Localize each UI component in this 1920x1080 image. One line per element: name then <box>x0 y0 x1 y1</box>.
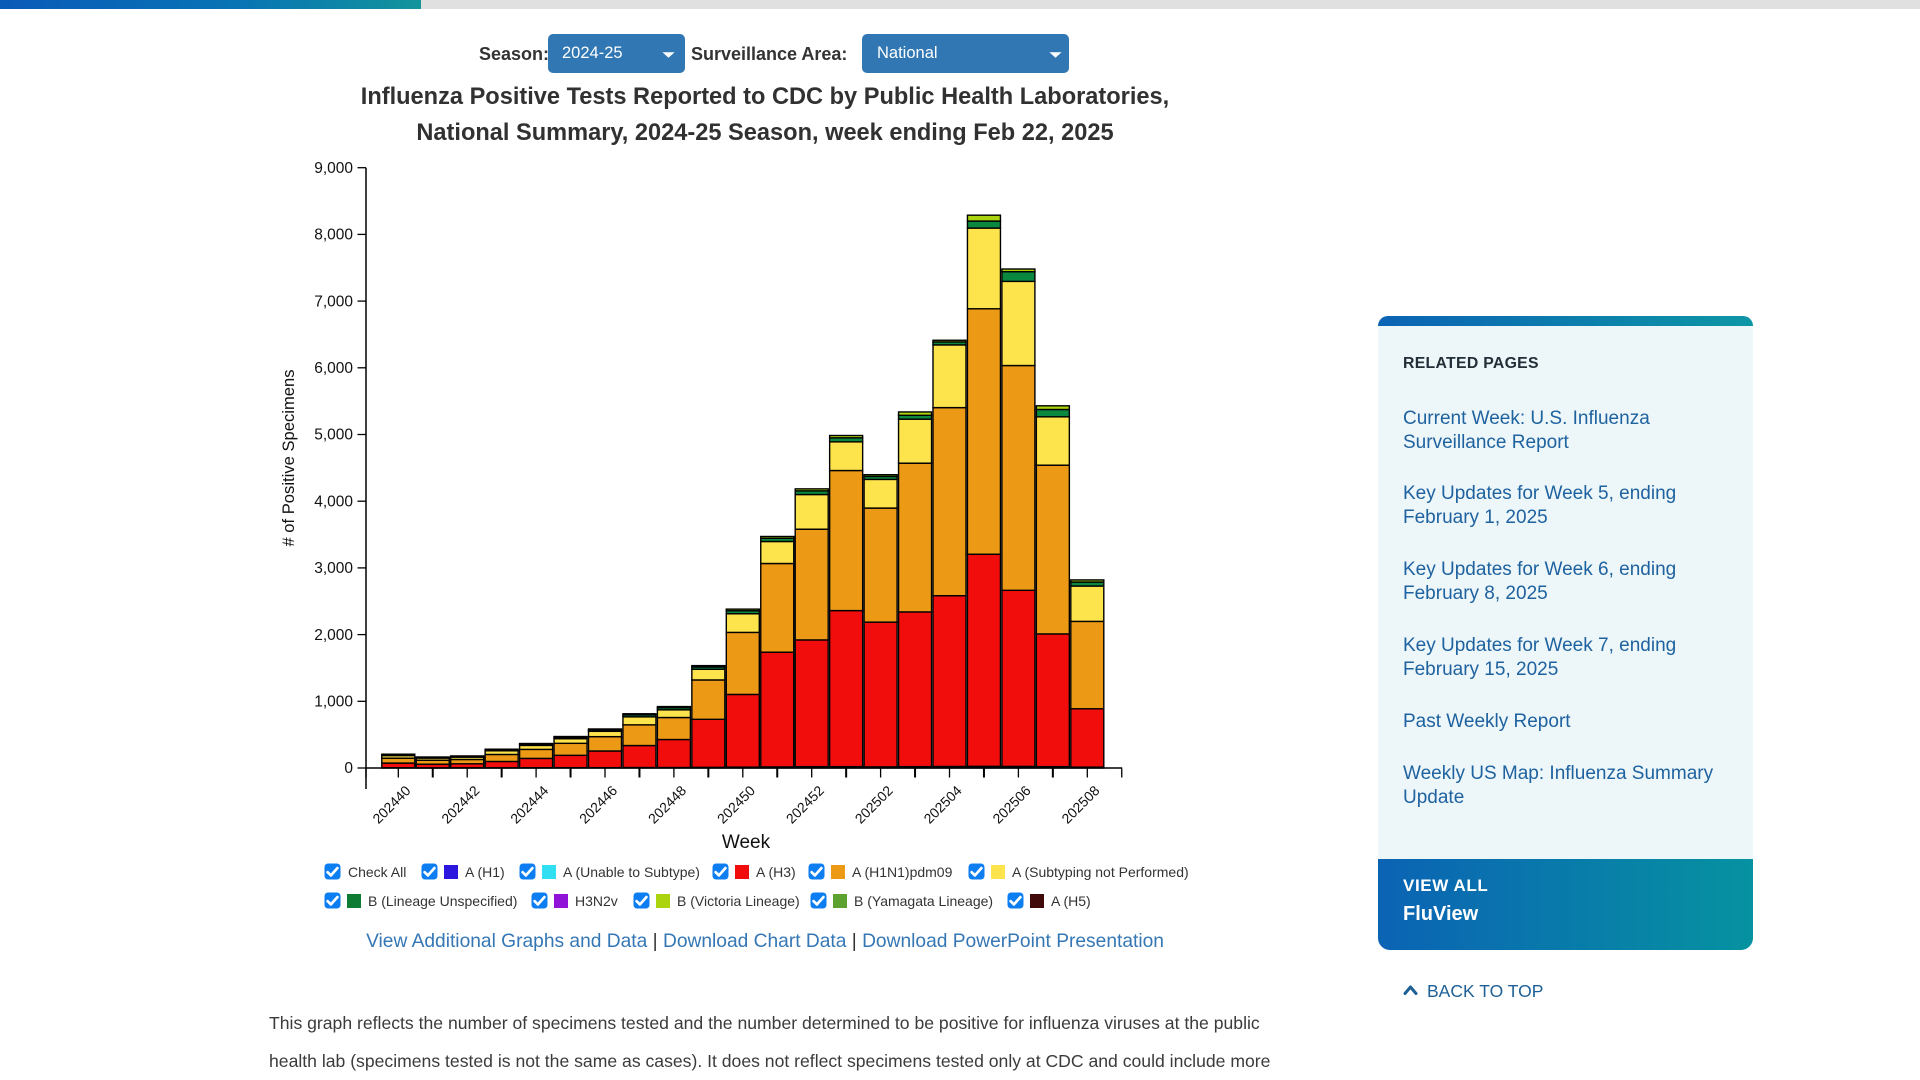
svg-text:3,000: 3,000 <box>314 560 353 577</box>
svg-text:2,000: 2,000 <box>314 627 353 644</box>
svg-text:202446: 202446 <box>576 782 620 826</box>
svg-text:7,000: 7,000 <box>314 293 353 310</box>
svg-text:9,000: 9,000 <box>314 160 353 177</box>
svg-text:1,000: 1,000 <box>314 694 353 711</box>
svg-text:202502: 202502 <box>852 782 896 826</box>
svg-text:202440: 202440 <box>369 782 413 826</box>
svg-text:5,000: 5,000 <box>314 427 353 444</box>
svg-text:202504: 202504 <box>920 782 964 826</box>
svg-text:202444: 202444 <box>507 782 551 826</box>
svg-text:0: 0 <box>344 760 353 777</box>
svg-text:Week: Week <box>722 832 771 853</box>
svg-text:4,000: 4,000 <box>314 493 353 510</box>
svg-text:# of Positive Specimens: # of Positive Specimens <box>279 369 298 546</box>
svg-text:202506: 202506 <box>989 782 1033 826</box>
svg-text:202508: 202508 <box>1058 782 1102 826</box>
svg-text:202442: 202442 <box>438 782 482 826</box>
svg-text:8,000: 8,000 <box>314 227 353 244</box>
svg-text:202452: 202452 <box>783 782 827 826</box>
svg-text:6,000: 6,000 <box>314 360 353 377</box>
svg-text:202448: 202448 <box>645 782 689 826</box>
svg-text:202450: 202450 <box>714 782 758 826</box>
